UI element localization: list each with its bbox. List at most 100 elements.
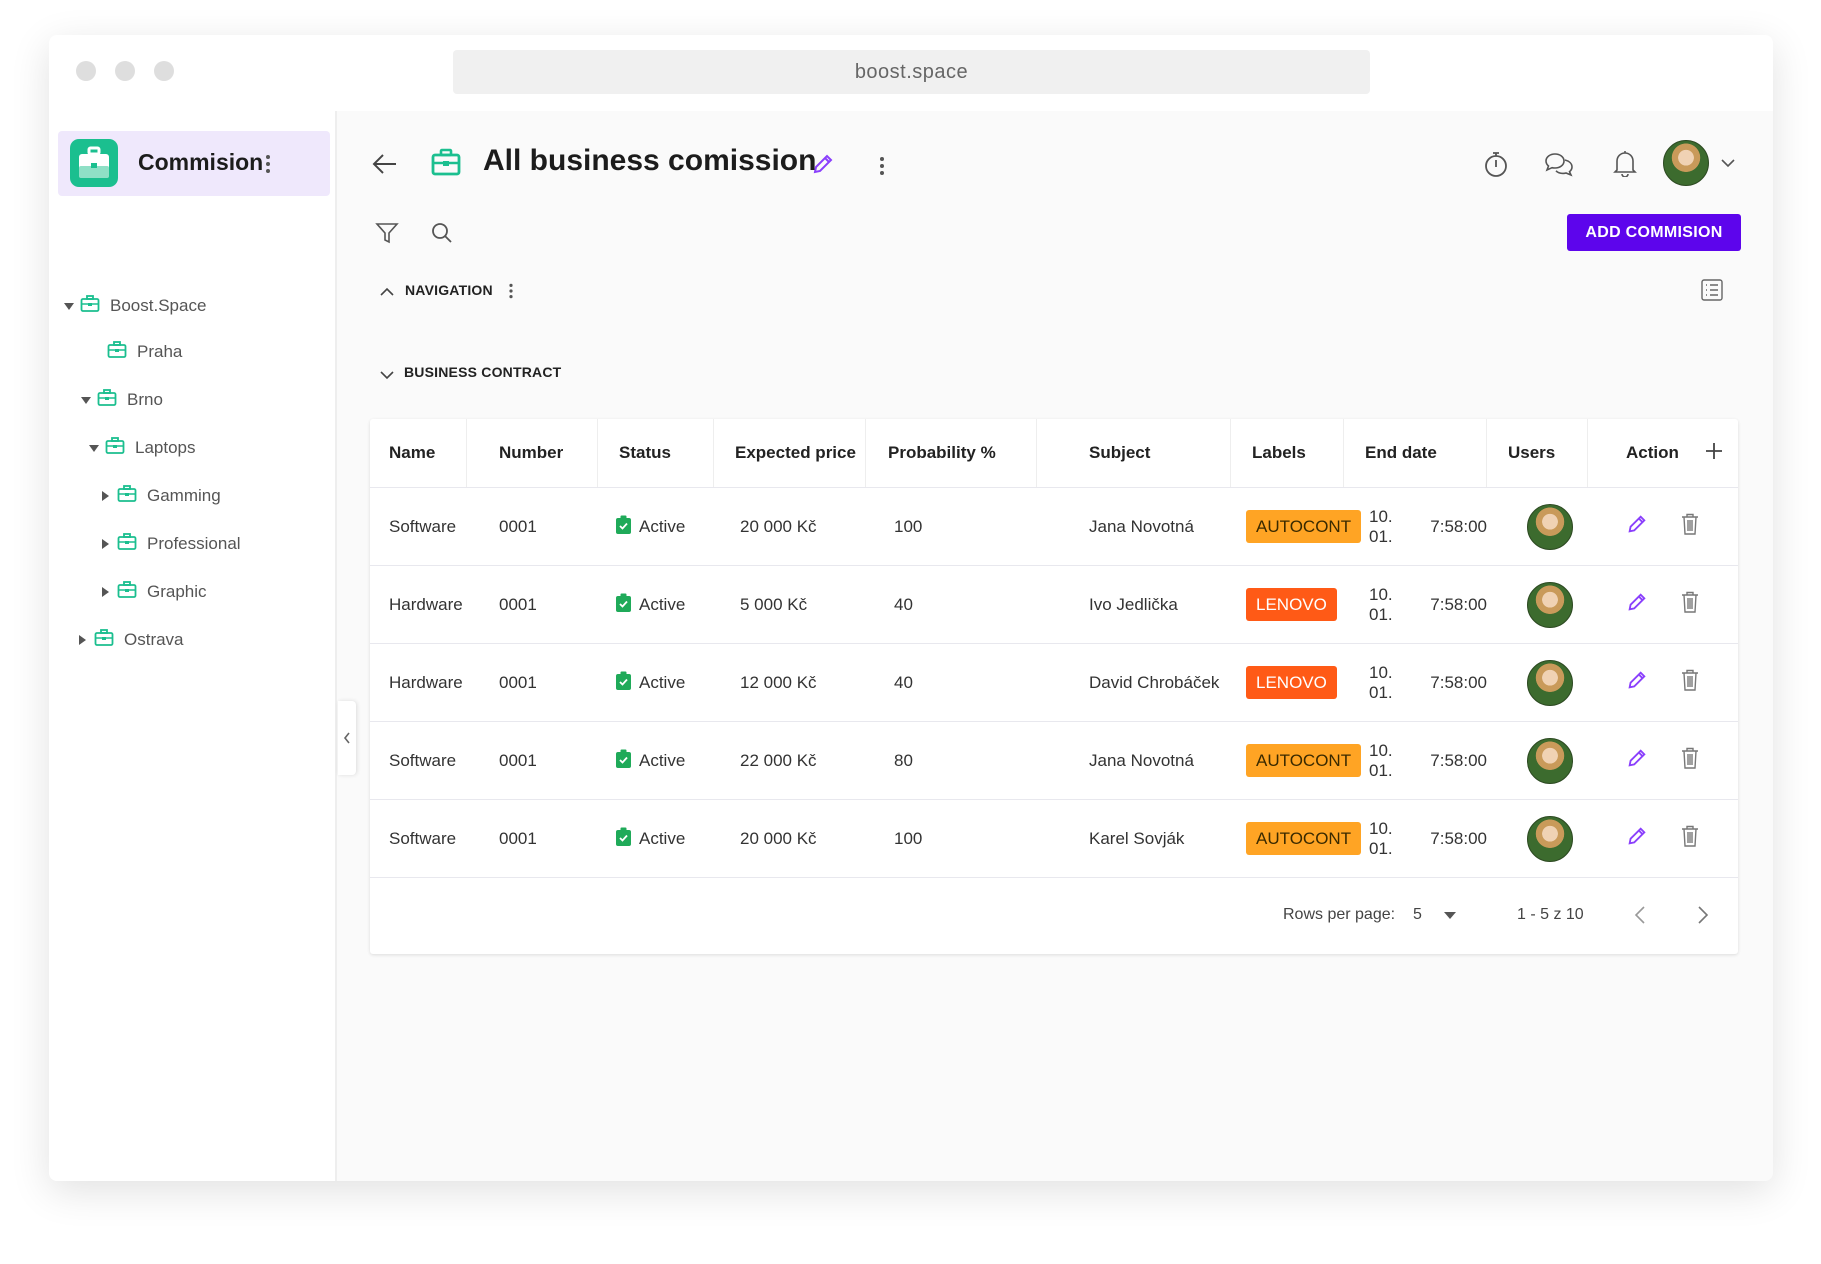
column-header-labels[interactable]: Labels — [1231, 419, 1344, 487]
column-header-expected-price[interactable]: Expected price — [714, 419, 866, 487]
briefcase-icon — [97, 388, 117, 412]
cell-number: 0001 — [499, 594, 537, 614]
edit-pencil-icon[interactable] — [1626, 591, 1648, 618]
url-bar[interactable]: boost.space — [453, 50, 1370, 94]
collapse-sidebar-handle[interactable] — [338, 701, 356, 775]
add-column-plus-icon[interactable] — [1705, 442, 1723, 465]
delete-trash-icon[interactable] — [1681, 825, 1699, 852]
table-row[interactable]: Software 0001 Active 20 000 Kč 100 Karel Sovj… — [370, 799, 1738, 877]
delete-trash-icon[interactable] — [1681, 669, 1699, 696]
label-badge[interactable]: AUTOCONT — [1246, 744, 1362, 777]
tree-item-laptops[interactable]: Laptops — [89, 433, 196, 463]
column-header-label: Labels — [1252, 443, 1306, 462]
cell-status: Active — [639, 750, 686, 770]
column-header-label: Action — [1626, 443, 1679, 462]
table-row[interactable]: Software 0001 Active 20 000 Kč 100 Jana Novot… — [370, 487, 1738, 565]
cell-name: Hardware — [389, 594, 463, 614]
caret-right-icon[interactable] — [102, 491, 109, 501]
delete-trash-icon[interactable] — [1681, 747, 1699, 774]
section-business-contract[interactable]: BUSINESS CONTRACT — [404, 364, 562, 380]
bell-icon[interactable] — [1612, 149, 1638, 182]
tree-item-graphic[interactable]: Graphic — [102, 577, 207, 607]
prev-page-icon[interactable] — [1634, 905, 1646, 930]
column-header-label: Subject — [1089, 443, 1151, 462]
column-header-end-date[interactable]: End date — [1344, 419, 1487, 487]
briefcase-logo-icon — [70, 139, 118, 187]
column-header-status[interactable]: Status — [598, 419, 714, 487]
list-view-icon[interactable] — [1701, 279, 1723, 306]
caret-down-icon[interactable] — [89, 444, 99, 452]
add-commision-button[interactable]: ADD COMMISION — [1567, 214, 1741, 251]
search-icon[interactable] — [430, 221, 454, 250]
edit-pencil-icon[interactable] — [1626, 825, 1648, 852]
column-header-number[interactable]: Number — [467, 419, 598, 487]
cell-status: Active — [639, 516, 686, 536]
edit-title-pencil-icon[interactable] — [811, 152, 835, 181]
chevron-down-icon[interactable] — [380, 367, 394, 385]
chat-icon[interactable] — [1543, 151, 1575, 182]
column-header-subject[interactable]: Subject — [1037, 419, 1231, 487]
table-pagination: Rows per page: 5 1 - 5 z 10 — [370, 877, 1738, 954]
tree-item-label: Professional — [147, 534, 241, 553]
window-maximize-dot[interactable] — [154, 61, 174, 81]
edit-pencil-icon[interactable] — [1626, 669, 1648, 696]
back-arrow-icon[interactable] — [371, 150, 399, 178]
cell-end-time: 7:58:00 — [1430, 828, 1487, 848]
cell-expected-price: 5 000 Kč — [740, 594, 808, 614]
user-avatar[interactable] — [1527, 581, 1573, 628]
cell-expected-price: 12 000 Kč — [740, 672, 817, 692]
caret-right-icon[interactable] — [102, 587, 109, 597]
delete-trash-icon[interactable] — [1681, 513, 1699, 540]
caret-down-icon[interactable] — [64, 302, 74, 310]
label-badge[interactable]: AUTOCONT — [1246, 510, 1362, 543]
sidebar-more-icon[interactable] — [266, 155, 270, 173]
label-badge[interactable]: LENOVO — [1246, 666, 1337, 699]
window-close-dot[interactable] — [76, 61, 96, 81]
user-avatar[interactable] — [1527, 503, 1573, 550]
caret-right-icon[interactable] — [102, 539, 109, 549]
user-avatar[interactable] — [1527, 659, 1573, 706]
edit-pencil-icon[interactable] — [1626, 747, 1648, 774]
tree-item-ostrava[interactable]: Ostrava — [79, 625, 184, 655]
cell-probability: 80 — [894, 750, 913, 770]
column-header-probability[interactable]: Probability % — [866, 419, 1037, 487]
caret-right-icon[interactable] — [79, 635, 86, 645]
commission-table: Name Number Status Expected price Probabilit… — [370, 419, 1738, 954]
column-header-action[interactable]: Action — [1588, 419, 1738, 487]
rows-per-page-value: 5 — [1413, 906, 1422, 923]
tree-item-praha[interactable]: Praha — [107, 337, 182, 367]
user-avatar[interactable] — [1663, 140, 1709, 186]
rows-per-page-select[interactable]: 5 — [1413, 906, 1456, 924]
section-navigation[interactable]: NAVIGATION — [405, 282, 493, 298]
table-row[interactable]: Hardware 0001 Active 12 000 Kč 40 David Chrob… — [370, 643, 1738, 721]
cell-subject: David Chrobáček — [1089, 672, 1220, 692]
window-minimize-dot[interactable] — [115, 61, 135, 81]
tree-item-gamming[interactable]: Gamming — [102, 481, 221, 511]
tree-item-brno[interactable]: Brno — [81, 385, 163, 415]
sidebar-header[interactable]: Commision — [58, 131, 330, 196]
chevron-up-icon[interactable] — [380, 284, 394, 302]
cell-end-date: 10. 01. — [1369, 818, 1393, 858]
column-header-users[interactable]: Users — [1487, 419, 1588, 487]
chevron-down-icon[interactable] — [1721, 155, 1735, 173]
cell-expected-price: 22 000 Kč — [740, 750, 817, 770]
table-row[interactable]: Hardware 0001 Active 5 000 Kč 40 Ivo Jedlička… — [370, 565, 1738, 643]
timer-icon[interactable] — [1483, 150, 1509, 183]
filter-icon[interactable] — [375, 221, 399, 250]
tree-item-professional[interactable]: Professional — [102, 529, 241, 559]
title-more-icon[interactable] — [880, 157, 884, 175]
caret-down-icon[interactable] — [81, 396, 91, 404]
user-avatar[interactable] — [1527, 737, 1573, 784]
cell-expected-price: 20 000 Kč — [740, 828, 817, 848]
label-badge[interactable]: AUTOCONT — [1246, 822, 1362, 855]
navigation-more-icon[interactable] — [509, 283, 513, 299]
tree-item-boost-space[interactable]: Boost.Space — [64, 291, 206, 321]
label-badge[interactable]: LENOVO — [1246, 588, 1337, 621]
delete-trash-icon[interactable] — [1681, 591, 1699, 618]
column-header-name[interactable]: Name — [370, 419, 467, 487]
next-page-icon[interactable] — [1697, 905, 1709, 930]
cell-probability: 40 — [894, 594, 913, 614]
user-avatar[interactable] — [1527, 815, 1573, 862]
table-row[interactable]: Software 0001 Active 22 000 Kč 80 Jana Novotn… — [370, 721, 1738, 799]
edit-pencil-icon[interactable] — [1626, 513, 1648, 540]
